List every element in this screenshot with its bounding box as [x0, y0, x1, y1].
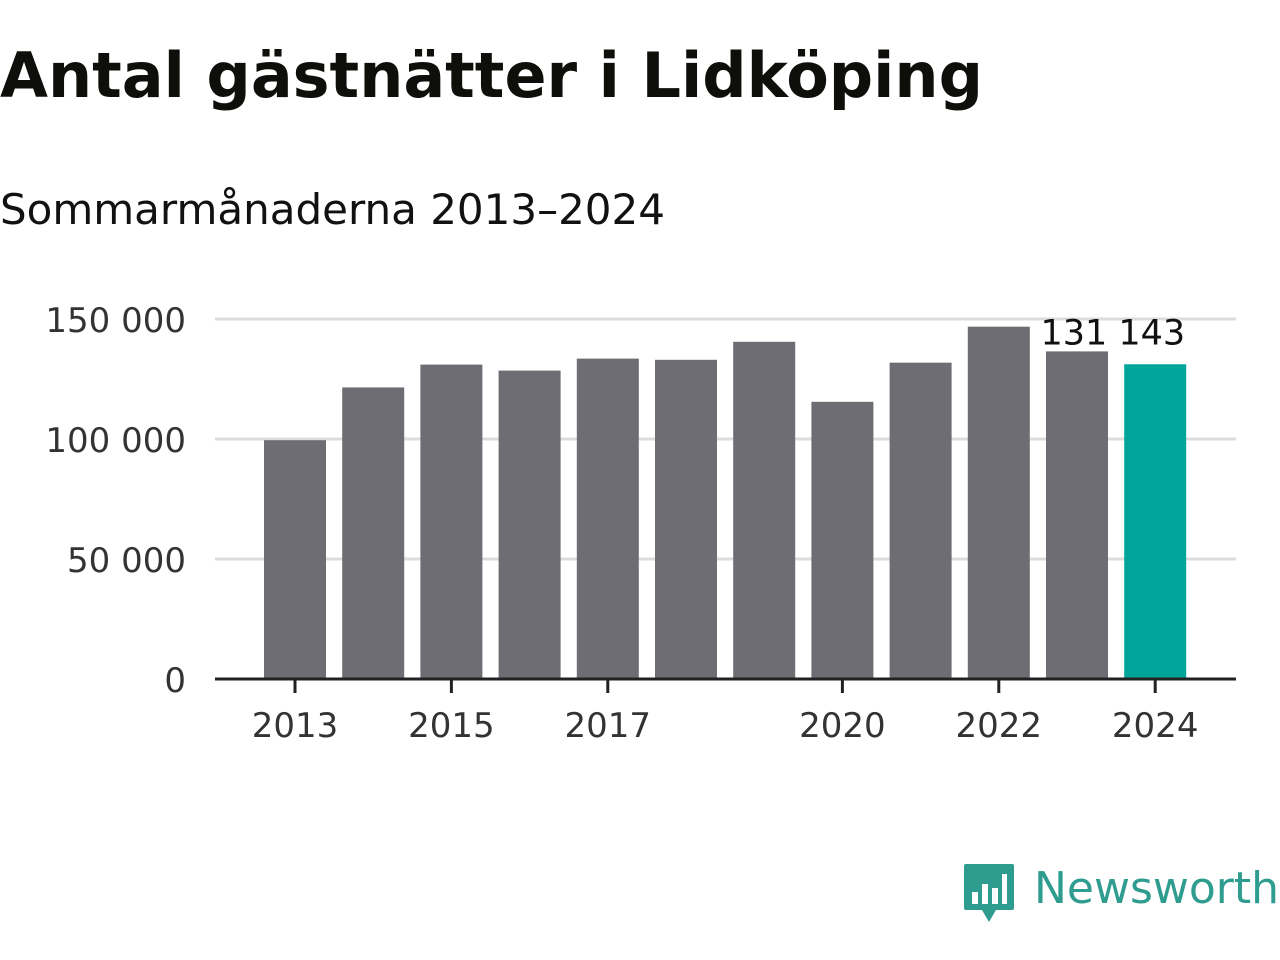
data-label-2024: 131 143	[1040, 313, 1185, 353]
bar-2024	[1124, 364, 1187, 679]
newsworthy-logo: Newsworthy	[962, 862, 1280, 928]
bar-2020	[811, 401, 874, 679]
newsworthy-logo-icon	[964, 864, 1014, 922]
chart-subtitle: Sommarmånaderna 2013–2024	[0, 185, 665, 234]
bar-2014	[342, 387, 405, 679]
bar-2015	[420, 364, 483, 679]
x-axis-tick-labels: 2013 2015 2017 2020 2022 2024	[252, 679, 1199, 746]
bar-2016	[498, 370, 561, 679]
bar-2021	[889, 362, 952, 679]
y-axis-tick-labels: 0 50 000 100 000 150 000	[45, 301, 186, 701]
x-tick-label: 2017	[565, 706, 652, 746]
x-tick-label: 2013	[252, 706, 339, 746]
bar-2017	[576, 358, 639, 679]
x-tick-label: 2022	[956, 706, 1043, 746]
bar-2018	[655, 359, 717, 679]
data-labels: 131 143	[1040, 313, 1185, 353]
bar-2022	[967, 326, 1030, 679]
bars	[264, 326, 1187, 679]
bar-2023	[1046, 351, 1108, 679]
y-tick-label: 100 000	[45, 421, 186, 461]
brand-name: Newsworthy	[1034, 863, 1280, 914]
x-tick-label: 2024	[1112, 706, 1199, 746]
x-tick-label: 2020	[799, 706, 886, 746]
bar-2019	[733, 341, 796, 679]
y-tick-label: 50 000	[67, 541, 186, 581]
bar-2013	[264, 440, 326, 679]
y-tick-label: 150 000	[45, 301, 186, 341]
x-tick-label: 2015	[408, 706, 495, 746]
y-tick-label: 0	[164, 661, 186, 701]
chart-title: Antal gästnätter i Lidköping	[0, 39, 983, 112]
